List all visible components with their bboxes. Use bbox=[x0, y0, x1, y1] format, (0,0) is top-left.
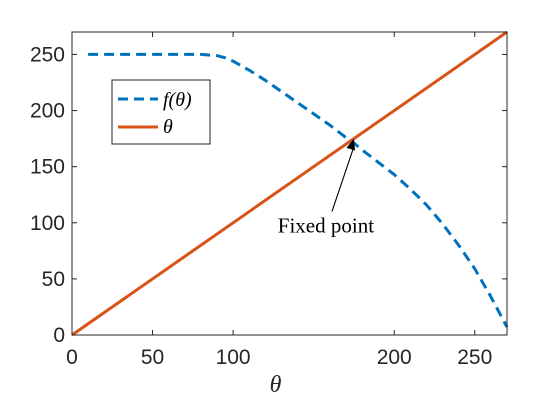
legend-label-theta: θ bbox=[163, 116, 173, 138]
y-tick-label: 50 bbox=[42, 268, 65, 291]
y-tick-label: 250 bbox=[30, 43, 65, 66]
y-tick-label: 100 bbox=[30, 212, 65, 235]
legend: f(θ) θ bbox=[111, 79, 211, 145]
series-line-1 bbox=[71, 30, 508, 337]
x-axis-label: θ bbox=[270, 372, 282, 398]
annotation: Fixed point bbox=[278, 138, 374, 238]
series-line-0 bbox=[88, 52, 509, 328]
plot-frame bbox=[71, 31, 508, 336]
y-tick-labels: 0 50 100 150 200 250 bbox=[30, 43, 65, 347]
x-tick-label: 250 bbox=[457, 346, 492, 369]
x-tick-marks bbox=[71, 32, 476, 335]
y-tick-label: 150 bbox=[30, 156, 65, 179]
y-tick-marks bbox=[72, 53, 507, 336]
x-tick-label: 50 bbox=[141, 346, 164, 369]
legend-box bbox=[111, 79, 211, 145]
y-tick-label: 200 bbox=[30, 100, 65, 123]
x-tick-labels: 0 50 100 200 250 bbox=[66, 346, 492, 369]
y-tick-label: 0 bbox=[53, 324, 65, 347]
x-tick-label: 0 bbox=[66, 346, 78, 369]
x-tick-label: 200 bbox=[377, 346, 412, 369]
annotation-label: Fixed point bbox=[278, 214, 374, 238]
legend-label-f: f(θ) bbox=[163, 89, 192, 111]
plot-lines bbox=[71, 30, 509, 337]
x-tick-label: 100 bbox=[216, 346, 251, 369]
annotation-arrow-shaft bbox=[331, 146, 355, 212]
annotation-arrow-head bbox=[346, 138, 356, 151]
axes-box bbox=[71, 31, 508, 336]
